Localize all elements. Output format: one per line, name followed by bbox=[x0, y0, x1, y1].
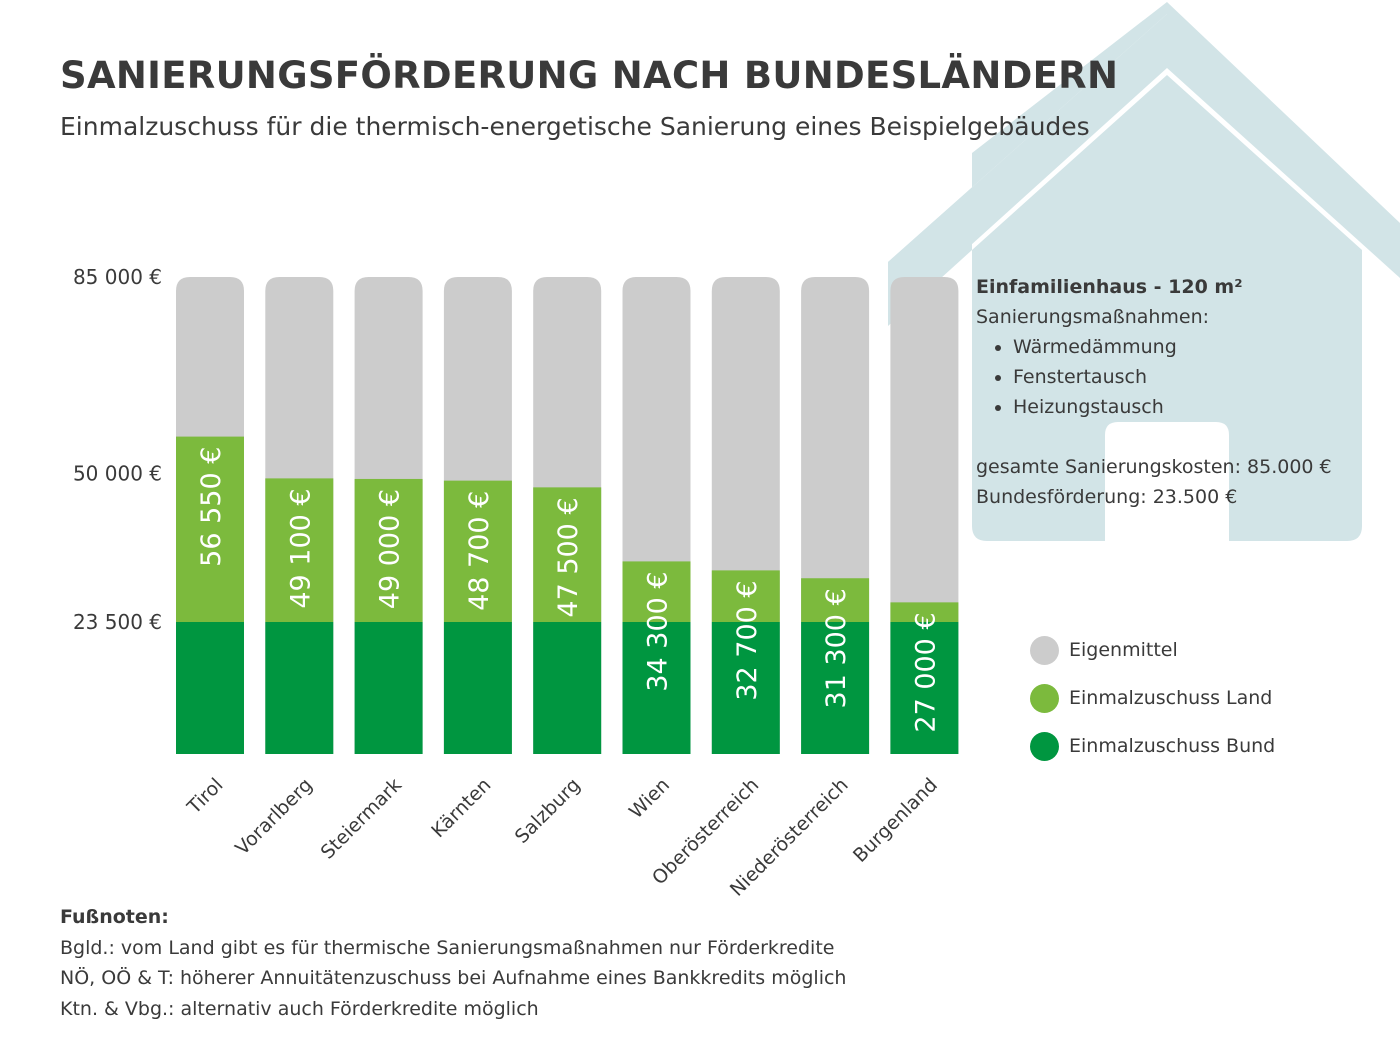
bar-value-label: 27 000 € bbox=[910, 612, 941, 732]
bar-segment-bund bbox=[801, 622, 870, 754]
bar-burgenland: 27 000 € bbox=[890, 277, 959, 754]
measure-item: Wärmedämmung bbox=[1013, 332, 1332, 362]
bar-segment-land bbox=[533, 487, 602, 622]
bar-value-label: 48 700 € bbox=[464, 491, 495, 611]
x-tick-label: Burgenland bbox=[849, 774, 942, 867]
legend-item-eigenmittel: Eigenmittel bbox=[1030, 626, 1275, 674]
total-cost-text: gesamte Sanierungskosten: 85.000 € bbox=[976, 456, 1332, 478]
measures-list: Wärmedämmung Fenstertausch Heizungstausc… bbox=[976, 332, 1332, 422]
x-tick-label: Vorarlberg bbox=[231, 774, 317, 860]
footnote-line: Bgld.: vom Land gibt es für thermische S… bbox=[60, 936, 835, 959]
measure-item: Heizungstausch bbox=[1013, 392, 1332, 422]
x-tick-label: Tirol bbox=[183, 774, 228, 819]
y-tick-label: 85 000 € bbox=[73, 265, 162, 289]
y-tick-label: 50 000 € bbox=[73, 461, 162, 485]
bar-segment-land bbox=[801, 578, 870, 622]
bar-value-label: 47 500 € bbox=[553, 497, 584, 617]
legend-swatch-land bbox=[1030, 683, 1059, 713]
bar-segment-land bbox=[265, 478, 334, 622]
page-subtitle: Einmalzuschuss für die thermisch-energet… bbox=[60, 112, 1090, 141]
legend-label: Einmalzuschuss Bund bbox=[1069, 735, 1276, 757]
legend-label: Einmalzuschuss Land bbox=[1069, 687, 1273, 709]
bar-segment-land bbox=[443, 480, 512, 622]
legend-swatch-bund bbox=[1030, 731, 1059, 761]
footnotes: Fußnoten: Bgld.: vom Land gibt es für th… bbox=[60, 902, 846, 1024]
bar-segment-bund bbox=[711, 622, 780, 754]
bar-segment-land bbox=[711, 570, 780, 622]
info-box: Einfamilienhaus - 120 m² Sanierungsmaßna… bbox=[976, 272, 1332, 512]
info-title: Einfamilienhaus - 120 m² bbox=[976, 276, 1243, 298]
bar-salzburg: 47 500 € bbox=[533, 277, 602, 754]
bar-niederösterreich: 31 300 € bbox=[801, 277, 870, 754]
bar-value-label: 49 100 € bbox=[285, 488, 316, 608]
bar-segment-bund bbox=[443, 622, 512, 754]
footnote-line: Ktn. & Vbg.: alternativ auch Förderkredi… bbox=[60, 997, 539, 1020]
footnote-line: NÖ, OÖ & T: höherer Annuitätenzuschuss b… bbox=[60, 967, 847, 989]
bar-vorarlberg: 49 100 € bbox=[265, 277, 334, 754]
house-body-shape bbox=[972, 75, 1362, 541]
legend-item-bund: Einmalzuschuss Bund bbox=[1030, 722, 1275, 770]
federal-funding-text: Bundesförderung: 23.500 € bbox=[976, 486, 1238, 508]
bar-wien: 34 300 € bbox=[622, 277, 691, 754]
measure-item: Fenstertausch bbox=[1013, 362, 1332, 392]
bar-value-label: 56 550 € bbox=[196, 447, 227, 567]
legend-item-land: Einmalzuschuss Land bbox=[1030, 674, 1275, 722]
y-tick-label: 23 500 € bbox=[73, 610, 162, 634]
bars-group: 56 550 € 49 100 € 49 000 € 48 700 € 47 500 €… bbox=[176, 277, 959, 754]
bar-segment-land bbox=[354, 478, 423, 622]
bar-value-label: 34 300 € bbox=[643, 571, 674, 691]
footnotes-title: Fußnoten: bbox=[60, 906, 169, 928]
bar-segment-bund bbox=[176, 622, 244, 754]
bar-tirol: 56 550 € bbox=[176, 277, 244, 754]
x-tick-label: Kärnten bbox=[427, 774, 495, 842]
bar-segment-bund bbox=[533, 622, 602, 754]
y-axis: 23 500 € 50 000 € 85 000 € bbox=[73, 265, 162, 634]
bar-segment-land bbox=[890, 602, 959, 622]
measures-label: Sanierungsmaßnahmen: bbox=[976, 306, 1210, 328]
bar-value-label: 49 000 € bbox=[375, 489, 406, 609]
bar-segment-bund bbox=[890, 622, 959, 754]
legend-swatch-eigenmittel bbox=[1030, 635, 1059, 665]
bar-value-label: 32 700 € bbox=[732, 580, 763, 700]
x-axis: Tirol Vorarlberg Steiermark Kärnten Salzburg… bbox=[183, 774, 942, 901]
bar-segment-bund bbox=[622, 622, 691, 754]
bar-segment-land bbox=[176, 436, 244, 622]
bar-oberösterreich: 32 700 € bbox=[711, 277, 780, 754]
bar-segment-bund bbox=[265, 622, 334, 754]
bar-segment-bund bbox=[354, 622, 423, 754]
page-title: SANIERUNGSFÖRDERUNG NACH BUNDESLÄNDERN bbox=[60, 54, 1119, 97]
bar-value-label: 31 300 € bbox=[821, 588, 852, 708]
house-roof-band bbox=[888, 14, 1400, 320]
chart-legend: Eigenmittel Einmalzuschuss Land Einmalzu… bbox=[1030, 626, 1275, 770]
x-tick-label: Salzburg bbox=[511, 774, 585, 848]
legend-label: Eigenmittel bbox=[1069, 639, 1178, 661]
x-tick-label: Wien bbox=[625, 774, 674, 823]
bar-kärnten: 48 700 € bbox=[443, 277, 512, 754]
x-tick-label: Steiermark bbox=[317, 774, 407, 864]
bar-steiermark: 49 000 € bbox=[354, 277, 423, 754]
bar-segment-land bbox=[622, 561, 691, 622]
